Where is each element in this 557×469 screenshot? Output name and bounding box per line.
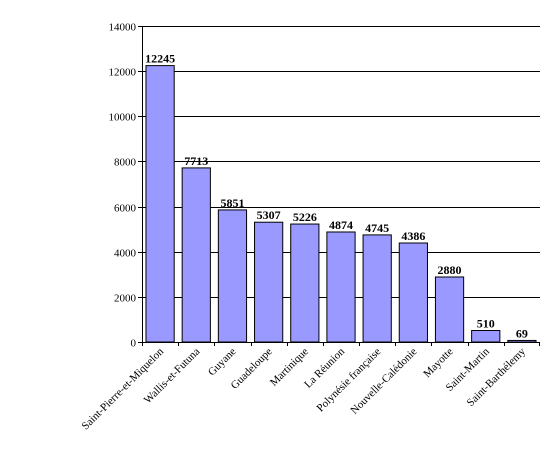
y-tick-label: 10000 [109, 112, 137, 124]
y-tick-label: 2000 [114, 293, 137, 305]
data-label: 510 [477, 316, 495, 330]
y-tick-label: 12000 [109, 67, 137, 79]
bar [507, 339, 537, 343]
x-tick-label: Polynésie française [315, 346, 384, 415]
data-labels: 12245 7713 5851 5307 5226 4874 4745 4386 2880 510… [145, 52, 528, 341]
data-label: 69 [516, 326, 528, 340]
data-label: 2880 [438, 263, 462, 277]
data-label: 7713 [184, 154, 208, 168]
x-tick-label: Mayotte [421, 346, 455, 380]
bar [181, 167, 211, 343]
data-label: 5307 [257, 208, 281, 222]
x-tick-label: Nouvelle-Calédonie [348, 346, 419, 417]
bar [398, 242, 428, 343]
y-tick-label: 4000 [114, 248, 137, 260]
bar [290, 223, 320, 343]
bar [471, 329, 501, 343]
data-label: 4745 [365, 221, 389, 235]
y-tick-label: 14000 [109, 22, 137, 34]
data-label: 12245 [145, 52, 175, 66]
data-label: 5226 [293, 210, 317, 224]
data-label: 4386 [401, 229, 425, 243]
data-label: 4874 [329, 218, 353, 232]
bar [362, 234, 392, 343]
y-tick-label: 0 [131, 338, 137, 350]
x-tick-labels: Saint-Pierre-et-MiquelonWallis-et-Futuna… [80, 345, 529, 432]
x-tick-label: Guyane [206, 346, 239, 379]
bar [254, 221, 284, 343]
bars [145, 65, 537, 343]
y-tick-labels: 0 2000 4000 6000 8000 10000 12000 14000 [109, 22, 137, 350]
bar [326, 231, 356, 343]
bar [217, 209, 248, 343]
bar [434, 276, 465, 343]
bar [145, 65, 175, 343]
y-tick-label: 6000 [114, 203, 137, 215]
axes [138, 26, 540, 346]
data-label: 5851 [220, 196, 244, 210]
y-tick-label: 8000 [114, 157, 137, 169]
